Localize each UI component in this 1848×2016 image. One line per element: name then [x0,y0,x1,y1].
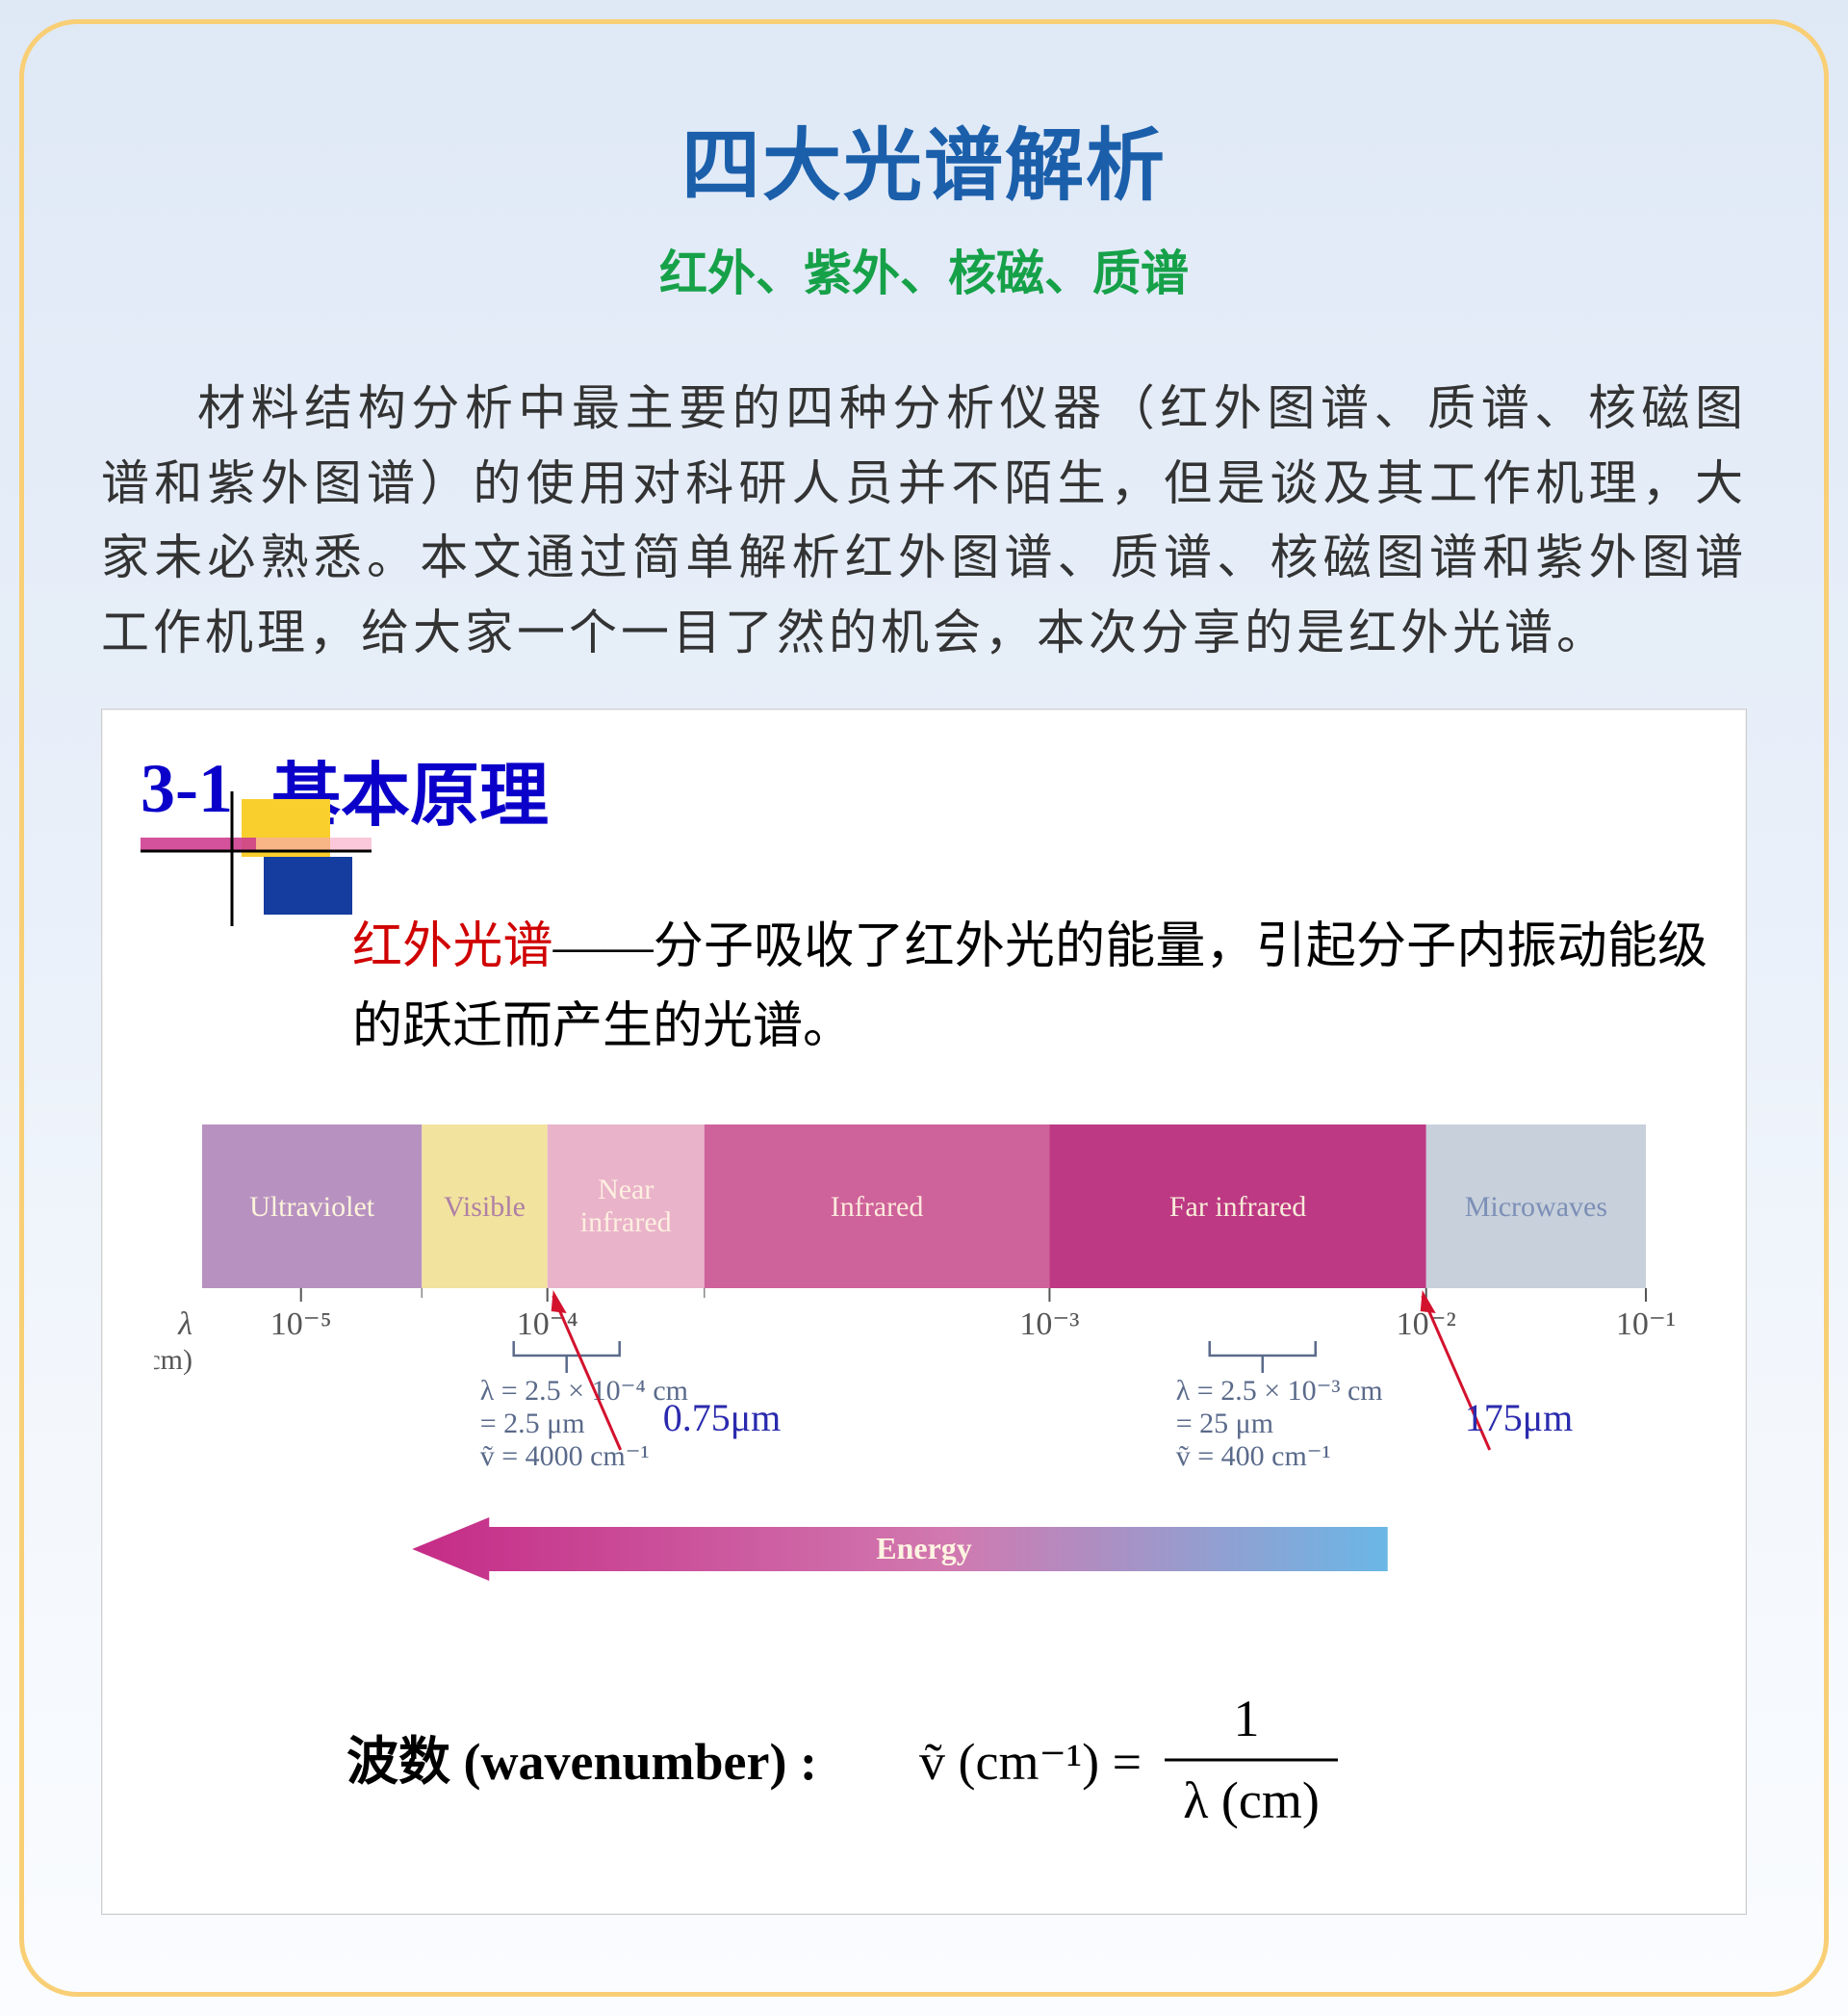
definition-text: 红外光谱——分子吸收了红外光的能量，引起分子内振动能级的跃迁而产生的光谱。 [141,907,1707,1067]
svg-text:λ = 2.5 × 10⁻³ cm: λ = 2.5 × 10⁻³ cm [1176,1375,1383,1407]
svg-text:Visible: Visible [444,1191,526,1223]
wavenumber-equation: 波数 (wavenumber) : ṽ (cm⁻¹) = 1 λ (cm) [141,1673,1707,1866]
svg-text:λ = 2.5 × 10⁻⁴ cm: λ = 2.5 × 10⁻⁴ cm [480,1375,688,1407]
figure-heading: 3-1 基本原理 [141,738,1707,840]
svg-text:Infrared: Infrared [831,1191,924,1223]
svg-text:= 25 μm: = 25 μm [1176,1408,1273,1439]
page-subtitle: 红外、紫外、核磁、质谱 [63,235,1785,304]
spectrum-chart: Ultraviolet Visible Nearinfrared Infrared Fa… [141,1115,1707,1654]
svg-text:ṽ = 4000 cm⁻¹: ṽ = 4000 cm⁻¹ [480,1440,650,1472]
svg-text:Ultraviolet: Ultraviolet [249,1191,375,1223]
svg-text:= 2.5 μm: = 2.5 μm [480,1408,585,1439]
eq-denominator: λ (cm) [1183,1771,1320,1829]
svg-text:Far infrared: Far infrared [1169,1191,1306,1223]
bullet-icon [141,849,1707,907]
eq-prefix: 波数 (wavenumber) : [346,1733,817,1791]
eq-numerator: 1 [1234,1690,1260,1747]
svg-text:10⁻⁵: 10⁻⁵ [270,1306,332,1342]
content-card: 四大光谱解析 红外、紫外、核磁、质谱 材料结构分析中最主要的四种分析仪器（红外图… [19,19,1829,1997]
eq-nu: ṽ (cm⁻¹) = [919,1733,1142,1791]
page-title: 四大光谱解析 [63,101,1785,216]
svg-text:175μm: 175μm [1465,1396,1574,1439]
svg-text:10⁻¹: 10⁻¹ [1616,1306,1676,1342]
svg-text:10⁻³: 10⁻³ [1019,1306,1079,1342]
svg-text:ṽ = 400 cm⁻¹: ṽ = 400 cm⁻¹ [1176,1440,1331,1472]
svg-text:infrared: infrared [580,1206,672,1238]
svg-text:10⁻⁴: 10⁻⁴ [517,1306,578,1342]
svg-text:0.75μm: 0.75μm [663,1396,782,1439]
svg-text:λ: λ [177,1306,192,1342]
intro-paragraph: 材料结构分析中最主要的四种分析仪器（红外图谱、质谱、核磁图谱和紫外图谱）的使用对… [63,372,1785,670]
svg-text:Near: Near [598,1174,654,1205]
figure-panel: 3-1 基本原理 红外光谱——分子吸收了红外光的能量，引起分子内振动能级的跃迁而… [101,709,1747,1915]
svg-text:(cm): (cm) [154,1344,192,1376]
definition-red: 红外光谱 [352,919,553,974]
definition-black: ——分子吸收了红外光的能量，引起分子内振动能级的跃迁而产生的光谱。 [352,919,1707,1054]
svg-text:波数 (wavenumber) :: 波数 (wavenumber) : [346,1733,817,1791]
svg-text:Microwaves: Microwaves [1465,1191,1607,1223]
svg-text:Energy: Energy [876,1531,972,1565]
